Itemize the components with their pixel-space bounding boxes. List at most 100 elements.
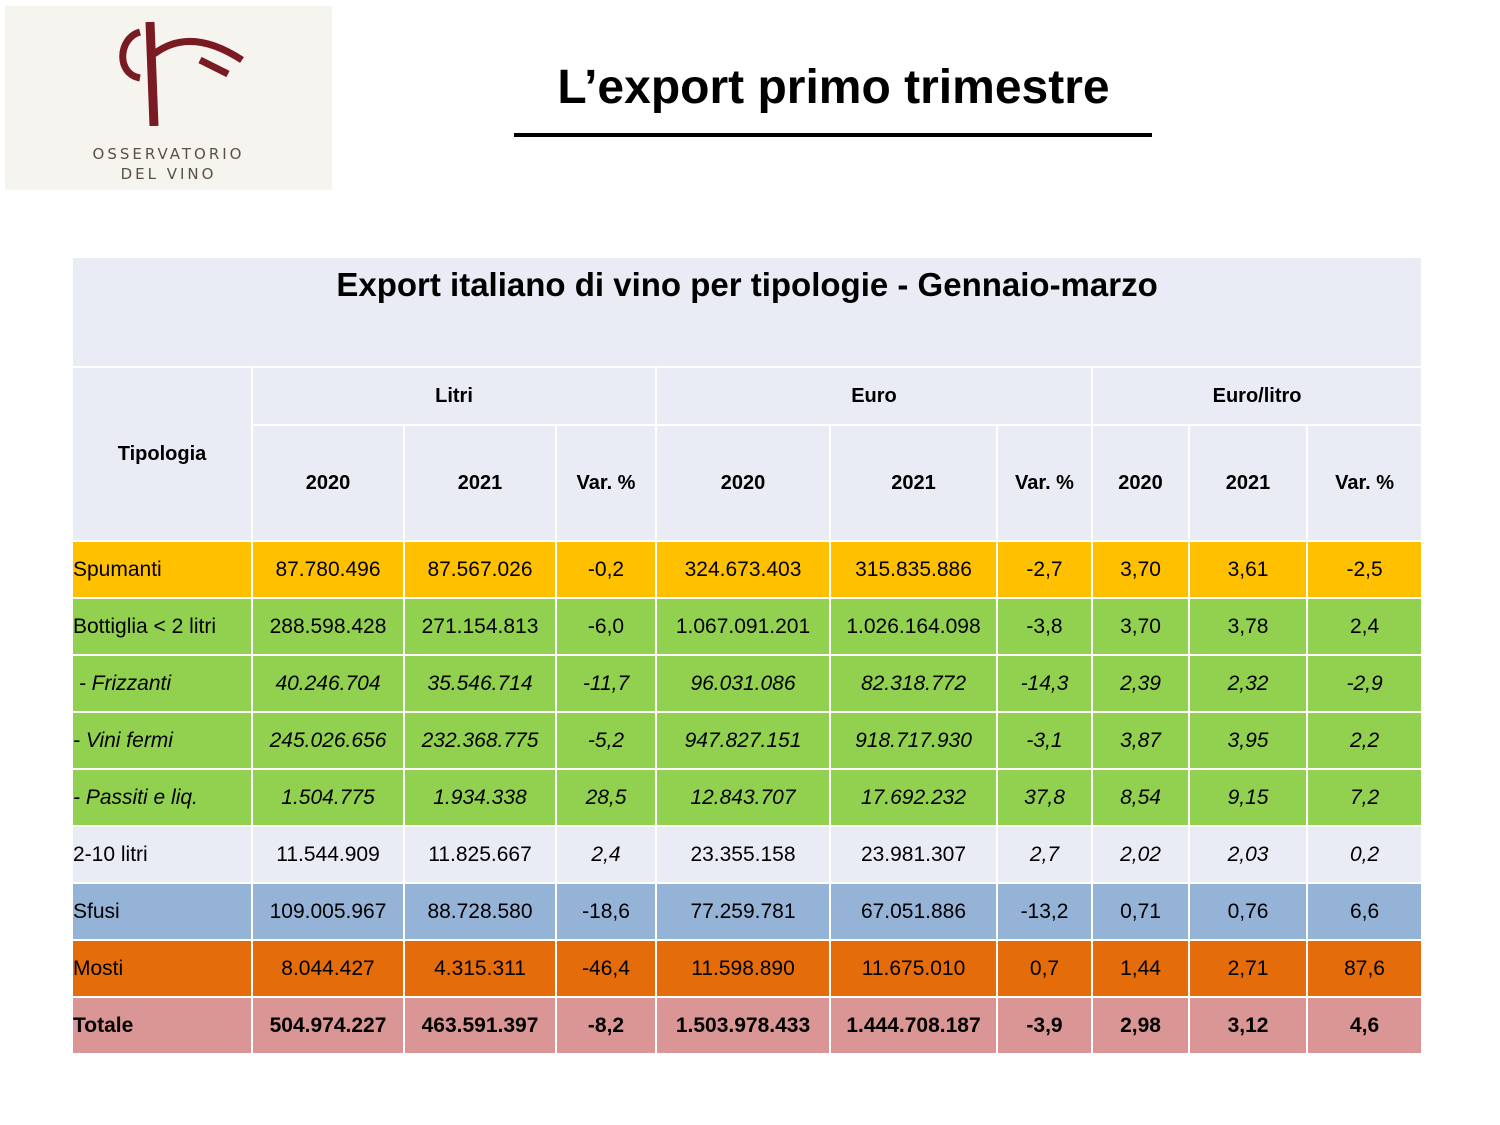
osservatorio-logo: OSSERVATORIO DEL VINO: [5, 6, 332, 190]
table-cell: 87.780.496: [251, 540, 405, 599]
row-label: - Passiti e liq.: [71, 768, 253, 827]
table-cell: 11.825.667: [403, 825, 557, 884]
table-cell: 37,8: [996, 768, 1093, 827]
table-cell: 2,39: [1091, 654, 1190, 713]
table-cell: -2,5: [1305, 540, 1424, 599]
table-cell: 28,5: [555, 768, 657, 827]
table-cell: -3,9: [996, 996, 1093, 1055]
table-cell: 35.546.714: [403, 654, 557, 713]
table-cell: 3,95: [1188, 711, 1308, 770]
table-cell: 947.827.151: [655, 711, 831, 770]
row-label: Mosti: [71, 939, 253, 998]
table-cell: 12.843.707: [655, 768, 831, 827]
table-cell: 504.974.227: [251, 996, 405, 1055]
table-cell: 1.444.708.187: [829, 996, 998, 1055]
table-cell: 3,12: [1188, 996, 1308, 1055]
table-cell: 324.673.403: [655, 540, 831, 599]
table-cell: 82.318.772: [829, 654, 998, 713]
column-header-2021: 2021: [1188, 424, 1308, 542]
table-cell: 23.355.158: [655, 825, 831, 884]
table-cell: 2,98: [1091, 996, 1190, 1055]
table-cell: 0,71: [1091, 882, 1190, 941]
table-cell: 918.717.930: [829, 711, 998, 770]
table-cell: 11.544.909: [251, 825, 405, 884]
table-cell: 109.005.967: [251, 882, 405, 941]
table-cell: 232.368.775: [403, 711, 557, 770]
table-cell: 2,4: [1305, 597, 1424, 656]
table-cell: 0,2: [1305, 825, 1424, 884]
table-cell: -2,7: [996, 540, 1093, 599]
table-row: - Frizzanti 40.246.704 35.546.714 -11,7 96.0…: [71, 654, 1424, 713]
export-table: Export italiano di vino per tipologie - …: [70, 256, 1424, 1055]
column-header-2020: 2020: [1091, 424, 1190, 542]
table-cell: 87.567.026: [403, 540, 557, 599]
table-caption: Export italiano di vino per tipologie - …: [70, 256, 1424, 368]
table-cell: 4.315.311: [403, 939, 557, 998]
table-cell: 2,71: [1188, 939, 1308, 998]
table-cell: 8.044.427: [251, 939, 405, 998]
column-header-var: Var. %: [996, 424, 1093, 542]
column-header-2020: 2020: [251, 424, 405, 542]
table-cell: -2,9: [1305, 654, 1424, 713]
table-cell: 0,76: [1188, 882, 1308, 941]
table-cell: 40.246.704: [251, 654, 405, 713]
table-row: Totale 504.974.227 463.591.397 -8,2 1.503.97…: [71, 996, 1424, 1055]
table-cell: 1.026.164.098: [829, 597, 998, 656]
table-cell: 1.504.775: [251, 768, 405, 827]
table-row: Mosti 8.044.427 4.315.311 -46,4 11.598.890 11…: [71, 939, 1424, 998]
table-cell: 0,7: [996, 939, 1093, 998]
table-cell: 3,78: [1188, 597, 1308, 656]
table-cell: 463.591.397: [403, 996, 557, 1055]
column-header-var: Var. %: [1305, 424, 1424, 542]
table-cell: 2,02: [1091, 825, 1190, 884]
table-cell: 245.026.656: [251, 711, 405, 770]
row-label: Spumanti: [71, 540, 253, 599]
table-cell: -8,2: [555, 996, 657, 1055]
wine-mark-icon: [119, 21, 244, 126]
column-header-2021: 2021: [403, 424, 557, 542]
column-header-var: Var. %: [555, 424, 657, 542]
table-cell: 6,6: [1305, 882, 1424, 941]
title-underline: [514, 133, 1152, 137]
table-cell: 271.154.813: [403, 597, 557, 656]
table-cell: -46,4: [555, 939, 657, 998]
group-header-euro-litro: Euro/litro: [1090, 366, 1424, 426]
row-label: Bottiglia < 2 litri: [71, 597, 253, 656]
table-cell: 7,2: [1305, 768, 1424, 827]
table-cell: 4,6: [1305, 996, 1424, 1055]
column-header-tipologia: Tipologia: [71, 366, 253, 542]
table-cell: -6,0: [555, 597, 657, 656]
table-cell: 96.031.086: [655, 654, 831, 713]
table-cell: 8,54: [1091, 768, 1190, 827]
column-header-2021: 2021: [829, 424, 998, 542]
row-label: Sfusi: [71, 882, 253, 941]
table-row: Bottiglia < 2 litri 288.598.428 271.154.81…: [71, 597, 1424, 656]
group-header-euro: Euro: [655, 366, 1093, 426]
table-row: - Vini fermi 245.026.656 232.368.775 -5,2 94…: [71, 711, 1424, 770]
logo-line-1: OSSERVATORIO: [92, 145, 245, 163]
table-cell: 2,2: [1305, 711, 1424, 770]
table-row: 2-10 litri 11.544.909 11.825.667 2,4 23.355.…: [71, 825, 1424, 884]
table-cell: 9,15: [1188, 768, 1308, 827]
table-row: - Passiti e liq. 1.504.775 1.934.338 28,5 12…: [71, 768, 1424, 827]
column-header-2020: 2020: [655, 424, 831, 542]
table-cell: 2,7: [996, 825, 1093, 884]
table-cell: -0,2: [555, 540, 657, 599]
table-cell: -5,2: [555, 711, 657, 770]
table-cell: 87,6: [1305, 939, 1424, 998]
table-cell: -18,6: [555, 882, 657, 941]
table-cell: 23.981.307: [829, 825, 998, 884]
table-cell: 67.051.886: [829, 882, 998, 941]
table-cell: 3,70: [1091, 540, 1190, 599]
logo-line-2: DEL VINO: [120, 165, 217, 183]
table-cell: 1.934.338: [403, 768, 557, 827]
export-table-container: Export italiano di vino per tipologie - …: [70, 256, 1424, 1055]
table-cell: 77.259.781: [655, 882, 831, 941]
table-cell: 1.067.091.201: [655, 597, 831, 656]
table-cell: -11,7: [555, 654, 657, 713]
table-cell: -3,8: [996, 597, 1093, 656]
table-cell: 3,61: [1188, 540, 1308, 599]
table-cell: 11.598.890: [655, 939, 831, 998]
table-cell: 315.835.886: [829, 540, 998, 599]
row-label: 2-10 litri: [71, 825, 253, 884]
